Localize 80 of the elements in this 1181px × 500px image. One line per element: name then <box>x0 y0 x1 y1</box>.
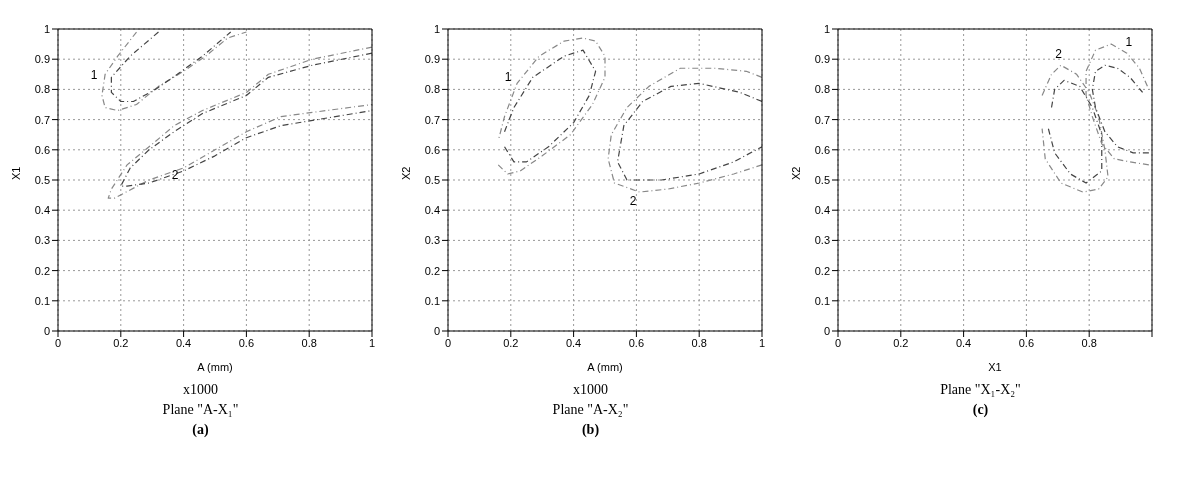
x-tick-label: 0.8 <box>1081 336 1097 349</box>
line-series <box>503 49 597 163</box>
y-tick-label: 0.1 <box>814 294 830 307</box>
line-series <box>101 31 247 112</box>
annotation: 2 <box>629 194 637 209</box>
y-tick-label: 0.9 <box>814 53 830 66</box>
x-tick-label: 0.6 <box>238 336 255 349</box>
y-tick-label: 0 <box>433 324 440 337</box>
y-tick-label: 0.3 <box>814 234 830 247</box>
x-axis-title: A (mm) <box>587 361 623 373</box>
y-tick-label: 0.4 <box>814 204 830 217</box>
y-tick-label: 0.6 <box>34 143 50 156</box>
x-tick-label: 0.2 <box>893 336 909 349</box>
y-tick-label: 0.9 <box>424 53 440 66</box>
text: (b) <box>580 422 601 438</box>
y-tick-label: 0.3 <box>34 234 50 247</box>
y-tick-label: 0.2 <box>814 264 830 277</box>
y-tick-label: 0.6 <box>424 143 440 156</box>
y-tick-label: 0.6 <box>814 143 830 156</box>
x-tick-label: 1 <box>758 336 766 349</box>
x-tick-label: 0.4 <box>955 336 972 349</box>
y-tick-label: 0.9 <box>34 53 50 66</box>
line-series <box>120 52 372 187</box>
line-series <box>497 37 606 175</box>
y-tick-label: 0 <box>43 324 50 337</box>
y-tick-label: 0.7 <box>424 113 440 126</box>
y-tick-label: 0.5 <box>34 173 50 186</box>
y-tick-label: 0.1 <box>424 294 440 307</box>
annotation: 1 <box>1125 35 1133 50</box>
y-axis-title: X2 <box>789 166 802 180</box>
x-tick-label: 0 <box>54 336 62 349</box>
y-tick-label: 0.3 <box>424 234 440 247</box>
y-tick-label: 0.4 <box>424 204 440 217</box>
text: (a) <box>191 422 210 438</box>
y-tick-label: 1 <box>823 22 830 35</box>
annotation: 2 <box>171 167 179 182</box>
y-tick-label: 0.5 <box>424 173 440 186</box>
text: Plane "X₁-X₂" <box>939 382 1022 398</box>
text: x1000 <box>182 382 219 398</box>
x-tick-label: 0.2 <box>503 336 519 349</box>
line-series <box>1091 64 1150 154</box>
line-series <box>616 82 762 181</box>
line-series <box>107 46 372 199</box>
annotation: 1 <box>90 67 98 82</box>
x-tick-label: 0.4 <box>175 336 192 349</box>
x-tick-label: 0.4 <box>565 336 582 349</box>
y-tick-label: 0.8 <box>424 83 440 96</box>
x-tick-label: 0.6 <box>628 336 645 349</box>
y-tick-label: 0.8 <box>34 83 50 96</box>
y-tick-label: 0.4 <box>34 204 50 217</box>
y-tick-label: 0.7 <box>814 113 830 126</box>
annotation: 2 <box>1055 47 1063 62</box>
text: (c) <box>971 402 990 418</box>
line-series <box>607 67 762 193</box>
y-tick-label: 1 <box>433 22 440 35</box>
text: Plane "A-X₁" <box>161 402 240 418</box>
x-tick-label: 0.2 <box>113 336 129 349</box>
y-tick-label: 0.7 <box>34 113 50 126</box>
x-tick-label: 0.8 <box>301 336 317 349</box>
x-axis-title: A (mm) <box>197 361 233 373</box>
line-series <box>1047 79 1103 184</box>
x-tick-label: 0 <box>444 336 452 349</box>
y-tick-label: 0.2 <box>34 264 50 277</box>
text: x1000 <box>572 382 609 398</box>
y-tick-label: 0.1 <box>34 294 50 307</box>
line-series <box>110 31 232 103</box>
x-tick-label: 1 <box>368 336 376 349</box>
y-tick-label: 0.5 <box>814 173 830 186</box>
x-tick-label: 0.6 <box>1018 336 1035 349</box>
y-axis-title: X1 <box>9 166 22 180</box>
x-tick-label: 0 <box>834 336 842 349</box>
annotation: 1 <box>504 70 512 85</box>
x-tick-label: 0.8 <box>691 336 707 349</box>
y-tick-label: 0 <box>823 324 830 337</box>
y-tick-label: 0.2 <box>424 264 440 277</box>
text: Plane "A-X₂" <box>551 402 630 418</box>
y-axis-title: X2 <box>399 166 412 180</box>
x-axis-title: X1 <box>988 361 1002 373</box>
y-tick-label: 0.8 <box>814 83 830 96</box>
y-tick-label: 1 <box>43 22 50 35</box>
